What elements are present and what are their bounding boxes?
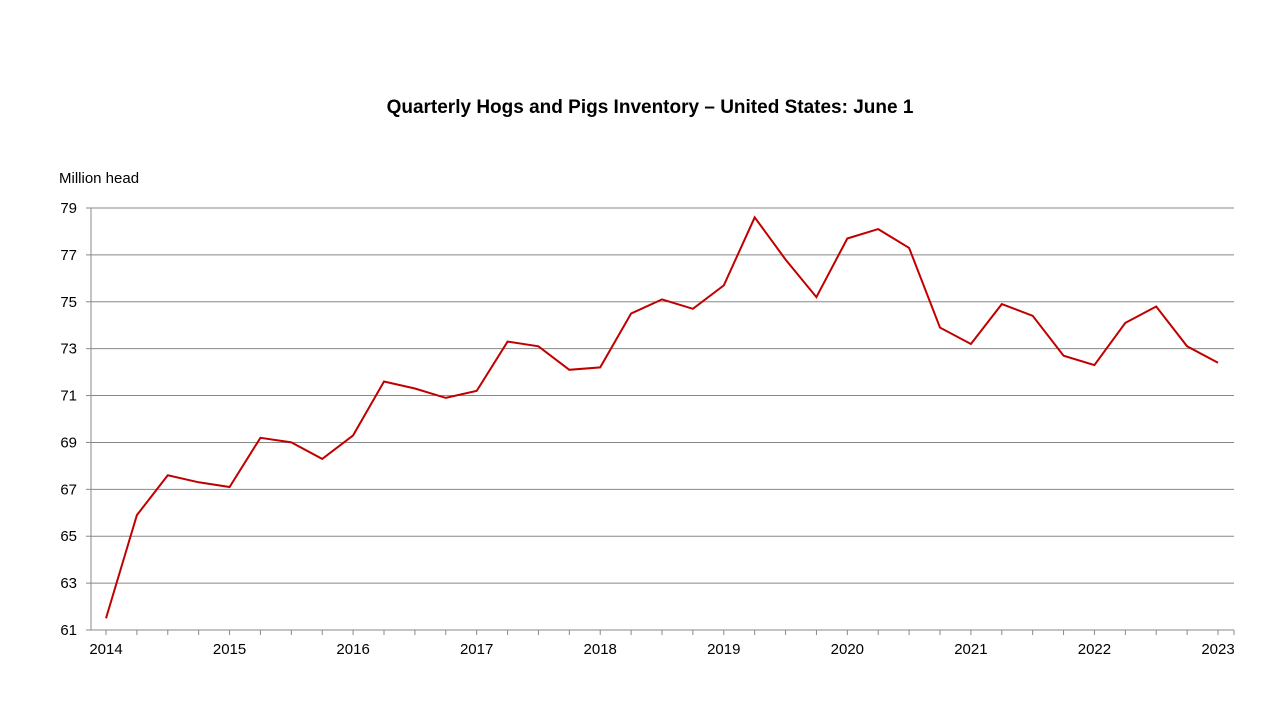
series-group [105, 215, 1219, 619]
y-tick-label-61: 61 [60, 622, 77, 639]
x-tick-label-2018: 2018 [584, 641, 617, 658]
x-tick-label-2015: 2015 [213, 641, 246, 658]
y-tick-label-63: 63 [60, 575, 77, 592]
y-tick-label-73: 73 [60, 341, 77, 358]
x-tick-label-2023: 2023 [1201, 641, 1234, 658]
y-tick-label-69: 69 [60, 434, 77, 451]
gridlines [91, 207, 1234, 584]
x-tick-label-2014: 2014 [89, 641, 122, 658]
x-tick-label-2021: 2021 [954, 641, 987, 658]
x-tick-label-2022: 2022 [1078, 641, 1111, 658]
series-line-0 [105, 215, 1219, 619]
x-tick-label-2020: 2020 [831, 641, 864, 658]
chart-title: Quarterly Hogs and Pigs Inventory – Unit… [386, 97, 914, 118]
x-tick-label-2016: 2016 [336, 641, 369, 658]
x-tick-label-2019: 2019 [707, 641, 740, 658]
y-tick-label-79: 79 [60, 200, 77, 217]
y-tick-label-67: 67 [60, 481, 77, 498]
y-tick-label-77: 77 [60, 247, 77, 264]
y-tick-label-71: 71 [60, 388, 77, 405]
x-tick-label-2017: 2017 [460, 641, 493, 658]
y-tick-label-75: 75 [60, 294, 77, 311]
x-tick-labels: 2014 2015 2016 2017 2018 2019 2020 2021 2022 2023 [89, 641, 1234, 658]
axes [86, 207, 1235, 635]
y-axis-label: Million head [59, 170, 140, 187]
y-tick-label-65: 65 [60, 528, 77, 545]
y-tick-labels: 61 63 65 67 69 71 73 75 77 79 [60, 200, 77, 639]
